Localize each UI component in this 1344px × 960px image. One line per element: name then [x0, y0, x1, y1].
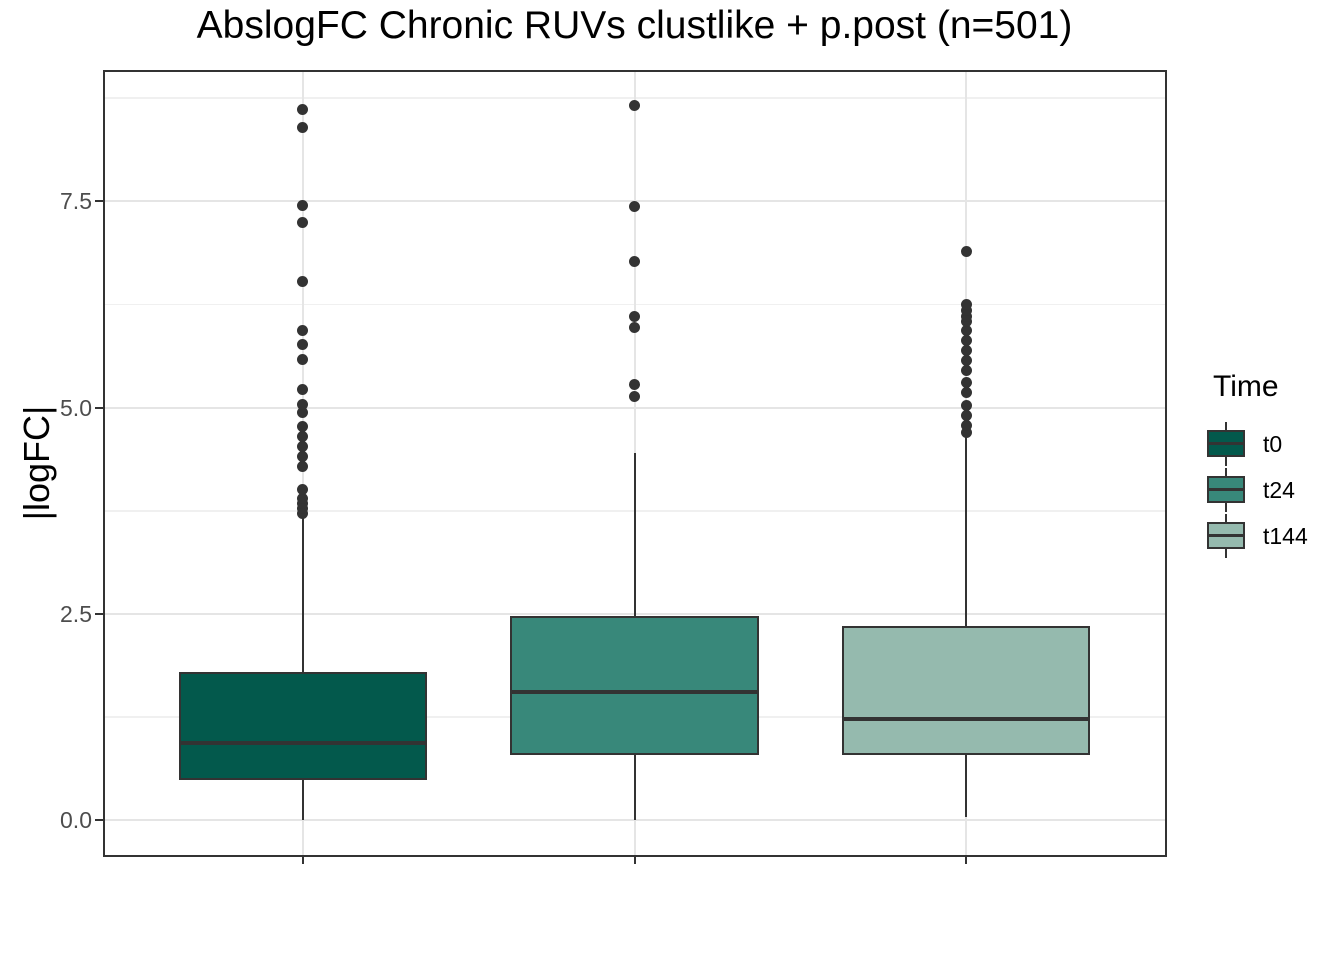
y-tick-label: 2.5: [60, 601, 92, 628]
boxplot-key-icon: [1207, 514, 1245, 558]
legend-item-t144: t144: [1207, 514, 1308, 558]
outlier-point: [297, 440, 309, 452]
x-axis-tick-t24: [633, 855, 636, 864]
y-axis-tick: [95, 819, 104, 822]
outlier-point: [297, 407, 309, 419]
outlier-point: [297, 200, 309, 212]
x-axis-tick-t144: [965, 855, 968, 864]
outlier-point: [960, 299, 972, 311]
box-t144: [841, 626, 1091, 756]
legend-label: t0: [1263, 430, 1283, 457]
x-axis-tick-t0: [301, 855, 304, 864]
outlier-point: [960, 310, 972, 322]
outlier-point: [629, 322, 640, 334]
outlier-point: [960, 399, 972, 411]
outlier-point: [297, 353, 309, 365]
outlier-point: [297, 217, 309, 229]
key-median-line: [1209, 488, 1243, 491]
outlier-point: [297, 492, 309, 504]
outlier-point: [297, 450, 309, 462]
plot-panel: [104, 71, 1165, 855]
outlier-point: [629, 200, 640, 212]
outlier-point: [297, 275, 309, 287]
y-axis-tick: [95, 406, 104, 409]
outlier-point: [960, 355, 972, 367]
legend-items: t0 t24 t144: [1207, 422, 1308, 558]
y-tick-label: 7.5: [60, 188, 92, 215]
outlier-point: [297, 398, 309, 410]
outlier-point: [629, 100, 640, 112]
legend-label: t144: [1263, 522, 1308, 549]
outlier-point: [960, 426, 972, 438]
outlier-point: [297, 460, 309, 472]
boxplot-key-icon: [1207, 468, 1245, 512]
y-axis-tick: [95, 200, 104, 203]
key-median-line: [1209, 442, 1243, 445]
outlier-point: [297, 122, 309, 134]
outlier-point: [629, 379, 640, 391]
outlier-point: [960, 419, 972, 431]
outlier-point: [960, 246, 972, 258]
y-tick-label: 0.0: [60, 807, 92, 834]
outlier-point: [297, 339, 309, 351]
box-t24: [510, 615, 759, 756]
y-tick-label: 5.0: [60, 394, 92, 421]
box-t0: [178, 671, 428, 780]
outlier-point: [960, 409, 972, 421]
outlier-point: [960, 335, 972, 347]
median-t0: [180, 740, 426, 745]
outlier-point: [297, 483, 309, 495]
y-axis-tick: [95, 613, 104, 616]
legend-label: t24: [1263, 476, 1295, 503]
key-median-line: [1209, 534, 1243, 537]
legend-item-t0: t0: [1207, 422, 1308, 466]
outlier-point: [629, 310, 640, 322]
outlier-point: [960, 325, 972, 337]
legend: Time t0 t24 t144: [1207, 370, 1308, 560]
boxplot-key-icon: [1207, 422, 1245, 466]
plot-title: AbslogFC Chronic RUVs clustlike + p.post…: [196, 4, 1073, 47]
outlier-point: [297, 431, 309, 443]
outlier-point: [960, 316, 972, 328]
outlier-point: [629, 390, 640, 402]
outlier-point: [960, 365, 972, 377]
outlier-point: [960, 387, 972, 399]
outlier-point: [297, 384, 309, 396]
whisker-t0: [301, 514, 304, 820]
outlier-point: [297, 325, 309, 337]
outlier-point: [960, 345, 972, 357]
outlier-point: [297, 421, 309, 433]
median-t24: [512, 690, 757, 695]
y-axis-title: |logFC|: [16, 405, 57, 521]
median-t144: [843, 716, 1089, 721]
outlier-point: [960, 304, 972, 316]
outlier-point: [960, 377, 972, 389]
legend-title: Time: [1213, 370, 1279, 403]
outlier-point: [297, 104, 309, 116]
legend-item-t24: t24: [1207, 468, 1308, 512]
outlier-point: [629, 256, 640, 268]
